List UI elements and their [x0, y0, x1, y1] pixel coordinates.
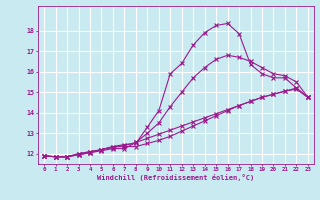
- X-axis label: Windchill (Refroidissement éolien,°C): Windchill (Refroidissement éolien,°C): [97, 174, 255, 181]
